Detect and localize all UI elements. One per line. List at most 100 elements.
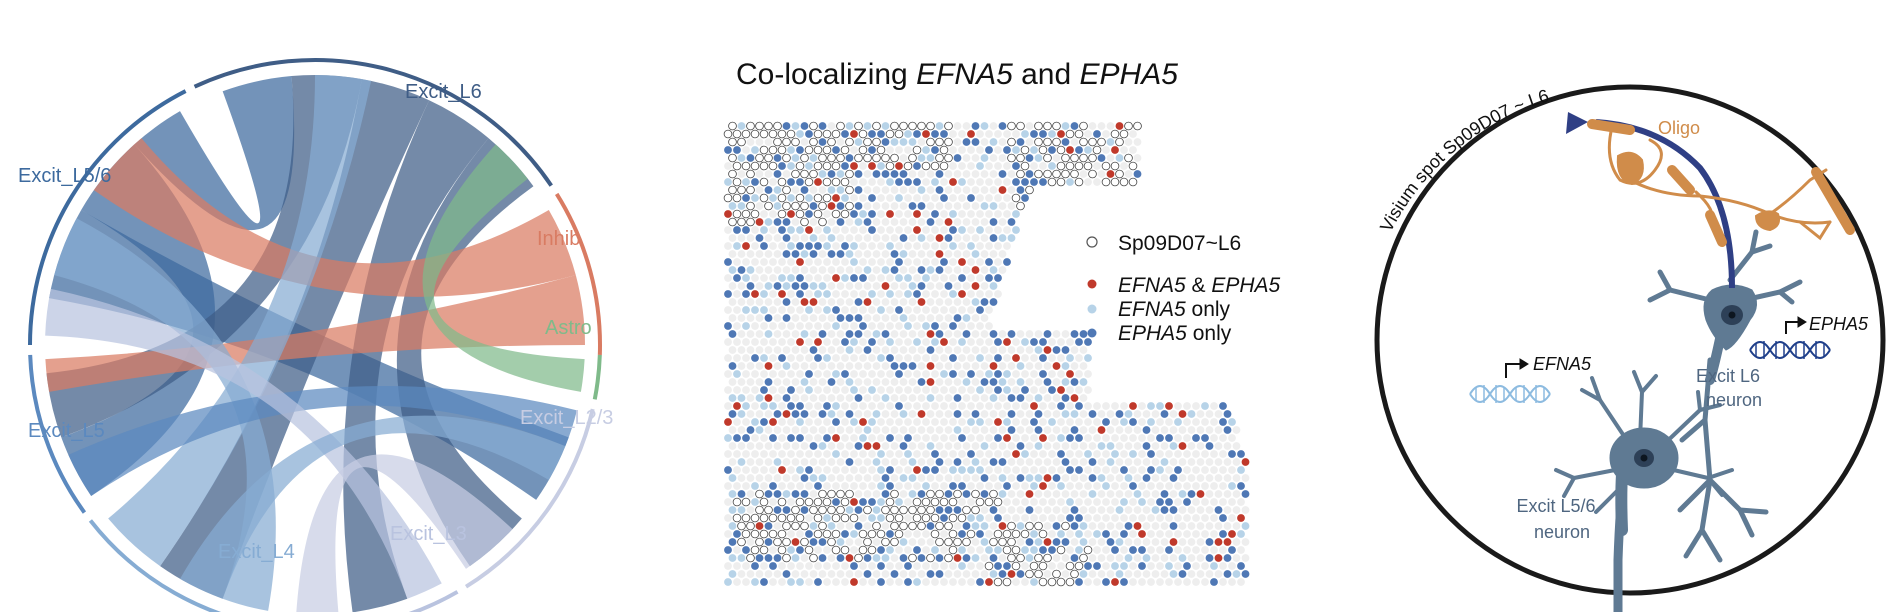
both-genes-spot xyxy=(733,402,741,410)
tissue-spot xyxy=(1232,522,1241,530)
tissue-spot xyxy=(1007,490,1016,498)
sp09d07-spot xyxy=(908,553,917,563)
epha5-spot xyxy=(845,458,854,466)
tissue-spot xyxy=(1165,466,1173,474)
tissue-spot xyxy=(1192,546,1200,554)
tissue-spot xyxy=(778,450,786,458)
epha5-spot xyxy=(1043,330,1052,338)
sp09d07-spot xyxy=(809,169,818,179)
tissue-spot xyxy=(800,314,809,322)
sp09d07-spot xyxy=(1029,561,1039,571)
tissue-spot xyxy=(845,282,854,290)
title-gene2: EPHA5 xyxy=(1080,58,1179,91)
tissue-spot xyxy=(872,490,881,498)
tissue-spot xyxy=(1174,402,1182,410)
tissue-spot xyxy=(854,362,863,370)
both-genes-spot xyxy=(926,362,935,370)
both-genes-spot xyxy=(863,298,872,306)
tissue-spot xyxy=(1129,130,1137,138)
sp09d07-spot xyxy=(764,153,773,163)
tissue-spot xyxy=(976,434,984,442)
epha5-spot xyxy=(872,170,881,178)
efna5-spot xyxy=(1237,530,1245,538)
legend-efna5-suffix: only xyxy=(1186,298,1231,321)
tissue-spot xyxy=(782,458,791,466)
tissue-spot xyxy=(931,194,939,202)
tissue-spot xyxy=(1241,474,1250,482)
tissue-spot xyxy=(1084,482,1092,490)
epha5-spot xyxy=(1133,170,1142,178)
both-genes-spot xyxy=(917,298,926,306)
epha5-spot xyxy=(728,538,737,546)
sp09d07-spot xyxy=(1061,521,1070,531)
tissue-spot xyxy=(917,570,926,578)
efna5-spot xyxy=(931,546,939,554)
tissue-spot xyxy=(1232,442,1241,450)
tissue-spot xyxy=(796,354,804,362)
efna5-spot xyxy=(886,290,894,298)
epha5-spot xyxy=(845,154,854,162)
tissue-spot xyxy=(1142,410,1151,418)
tissue-spot xyxy=(755,474,764,482)
tissue-spot xyxy=(787,418,795,426)
tissue-spot xyxy=(769,290,777,298)
tissue-spot xyxy=(1079,394,1088,402)
tissue-spot xyxy=(1214,570,1223,578)
sp09d07-spot xyxy=(782,553,791,563)
tissue-spot xyxy=(962,202,971,210)
tissue-spot xyxy=(1187,474,1196,482)
sp09d07-spot xyxy=(732,129,742,139)
tissue-spot xyxy=(1052,378,1061,386)
tissue-spot xyxy=(926,458,935,466)
tissue-spot xyxy=(940,242,948,250)
epha5-spot xyxy=(1016,394,1025,402)
epha5-spot xyxy=(989,234,998,242)
epha5-spot xyxy=(791,250,800,258)
tissue-spot xyxy=(1138,434,1146,442)
tissue-spot xyxy=(868,482,876,490)
efna5-spot xyxy=(1030,530,1038,538)
epha5-spot xyxy=(917,490,926,498)
tissue-spot xyxy=(1079,442,1088,450)
tissue-spot xyxy=(998,154,1007,162)
tissue-spot xyxy=(841,434,849,442)
tissue-spot xyxy=(1219,546,1227,554)
epha5-spot xyxy=(868,194,876,202)
tissue-spot xyxy=(764,346,773,354)
epha5-spot xyxy=(1210,578,1218,586)
sp09d07-spot xyxy=(1079,137,1088,147)
tissue-spot xyxy=(1043,394,1052,402)
tissue-spot xyxy=(818,298,827,306)
tissue-spot xyxy=(1147,434,1155,442)
epha5-spot xyxy=(1007,218,1016,226)
tissue-spot xyxy=(755,458,764,466)
tissue-spot xyxy=(1025,330,1034,338)
epha5-spot xyxy=(841,338,849,346)
tissue-spot xyxy=(998,218,1007,226)
tissue-spot xyxy=(985,242,993,250)
sp09d07-spot xyxy=(872,137,881,147)
tissue-spot xyxy=(796,530,804,538)
tissue-spot xyxy=(805,482,813,490)
sp09d07-spot xyxy=(777,545,787,555)
efna5-spot xyxy=(872,554,881,562)
tissue-spot xyxy=(850,434,858,442)
tissue-spot xyxy=(1066,530,1074,538)
tissue-spot xyxy=(976,194,984,202)
tissue-spot xyxy=(1223,458,1232,466)
epha5-spot xyxy=(895,306,903,314)
tissue-spot xyxy=(1156,418,1164,426)
tissue-spot xyxy=(868,178,876,186)
tissue-spot xyxy=(926,170,935,178)
tissue-spot xyxy=(1007,170,1016,178)
tissue-spot xyxy=(1043,410,1052,418)
sp09d07-spot xyxy=(939,161,949,171)
sp09d07-spot xyxy=(737,217,746,227)
tissue-spot xyxy=(868,562,876,570)
both-genes-spot xyxy=(1097,426,1106,434)
tissue-spot xyxy=(958,578,966,586)
tissue-spot xyxy=(1084,498,1092,506)
epha5-spot xyxy=(1187,490,1196,498)
epha5-spot xyxy=(958,482,966,490)
epha5-spot xyxy=(985,274,993,282)
